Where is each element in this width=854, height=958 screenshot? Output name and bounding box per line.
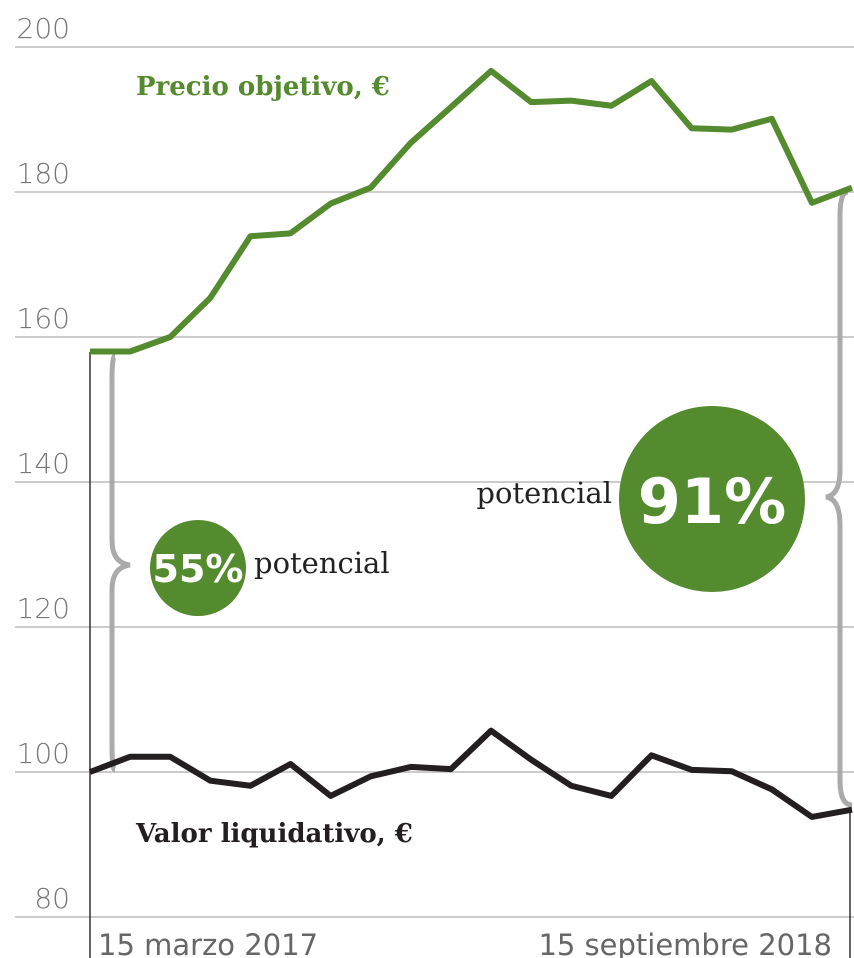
x-tick-label: 15 septiembre 2018 [538,928,832,958]
y-tick-label: 200 [17,12,70,45]
y-tick-label: 80 [34,882,70,915]
y-tick-label: 100 [17,737,70,770]
annotation: 55% [153,547,244,591]
y-tick-label: 180 [17,157,70,190]
x-tick-label: 15 marzo 2017 [98,928,318,958]
line [90,67,854,355]
brace [825,189,853,808]
annotation: potencial [254,546,390,580]
series-label: Precio objetivo, € [136,72,390,102]
annotation: 91% [638,465,786,538]
series-label: Valor liquidativo, € [135,819,413,849]
bubble [150,520,246,616]
annotation: potencial [476,476,612,510]
y-tick-label: 120 [17,592,70,625]
y-tick-label: 160 [17,302,70,335]
bubble [619,406,805,592]
brace [109,353,131,773]
line [88,727,853,820]
y-tick-label: 140 [17,447,70,480]
